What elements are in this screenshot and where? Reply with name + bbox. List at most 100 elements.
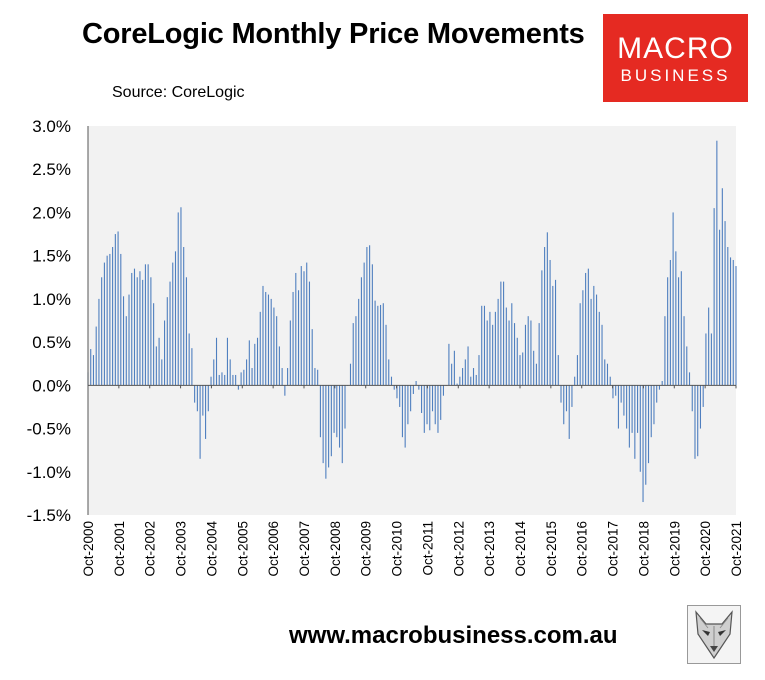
bar xyxy=(106,255,108,386)
bar xyxy=(155,346,157,386)
bar xyxy=(456,383,458,386)
bar xyxy=(174,251,177,386)
bar xyxy=(721,188,723,386)
bar xyxy=(729,257,732,386)
bar xyxy=(262,285,264,386)
macrobusiness-logo[interactable]: MACRO BUSINESS xyxy=(603,14,748,102)
bar xyxy=(207,385,209,412)
bar xyxy=(341,385,343,464)
bar xyxy=(319,385,321,438)
bar xyxy=(478,355,480,386)
x-tick-label: Oct-2008 xyxy=(328,521,343,577)
bar xyxy=(675,251,677,386)
chart-title: CoreLogic Monthly Price Movements xyxy=(82,18,585,50)
bar xyxy=(388,359,390,386)
bar xyxy=(213,359,215,386)
y-tick-label: -1.5% xyxy=(27,506,71,525)
bar xyxy=(112,247,114,386)
bar xyxy=(199,385,201,459)
x-tick-label: Oct-2000 xyxy=(81,521,96,577)
bar xyxy=(259,311,261,386)
bar xyxy=(401,385,403,438)
bar xyxy=(254,343,256,386)
y-tick-label: -0.5% xyxy=(27,420,71,439)
y-tick-label: 2.0% xyxy=(32,203,71,222)
x-tick-label: Oct-2009 xyxy=(359,521,374,577)
bar xyxy=(645,385,647,485)
bar xyxy=(691,385,693,412)
bar xyxy=(150,277,152,386)
bar xyxy=(467,346,469,386)
bar xyxy=(218,374,220,386)
bar xyxy=(587,268,589,386)
bar xyxy=(513,323,516,386)
bar xyxy=(497,298,499,386)
bar xyxy=(606,363,609,386)
bar xyxy=(576,355,578,386)
bar xyxy=(344,385,346,429)
bar xyxy=(628,385,630,448)
y-tick-label: 3.0% xyxy=(32,117,71,136)
y-tick-label: -1.0% xyxy=(27,463,71,482)
bar xyxy=(554,279,557,386)
bar xyxy=(601,324,603,386)
bar xyxy=(453,350,455,386)
bar xyxy=(431,385,434,412)
bar xyxy=(235,374,237,386)
bar xyxy=(333,385,335,433)
bar xyxy=(194,385,196,403)
bar xyxy=(366,247,368,386)
bar xyxy=(702,385,704,407)
website-url[interactable]: www.macrobusiness.com.au xyxy=(289,622,618,649)
bar xyxy=(338,385,341,448)
bar xyxy=(415,381,417,386)
bar xyxy=(172,262,174,386)
bar xyxy=(508,320,510,386)
bar xyxy=(658,385,660,390)
bar xyxy=(429,385,431,431)
x-tick-label: Oct-2007 xyxy=(297,521,312,577)
x-tick-label: Oct-2003 xyxy=(174,521,189,577)
y-tick-label: 0.0% xyxy=(32,376,71,395)
bar xyxy=(727,247,729,386)
bar xyxy=(169,281,171,386)
wolf-logo-icon xyxy=(687,605,741,664)
bar xyxy=(620,385,622,403)
bar xyxy=(349,363,352,386)
bar xyxy=(382,303,384,386)
bar xyxy=(292,291,294,386)
bar xyxy=(303,271,305,386)
x-tick-label: Oct-2006 xyxy=(266,521,281,577)
bar xyxy=(574,376,576,386)
bar xyxy=(355,316,357,386)
bar xyxy=(462,368,464,386)
bar xyxy=(399,385,401,407)
bar xyxy=(336,385,338,438)
bar xyxy=(724,221,726,386)
bar xyxy=(185,277,187,386)
bar xyxy=(549,259,551,386)
bar xyxy=(596,294,598,386)
bar xyxy=(202,385,204,416)
bar xyxy=(136,277,138,386)
bar xyxy=(716,140,718,386)
bar xyxy=(133,268,136,386)
bar xyxy=(385,324,387,386)
bar xyxy=(672,212,674,386)
bar xyxy=(103,262,105,386)
bar xyxy=(284,385,286,396)
bar xyxy=(265,291,267,386)
bar xyxy=(426,385,428,425)
bar xyxy=(511,303,513,386)
bar xyxy=(442,385,444,396)
bar xyxy=(451,363,453,386)
logo-line-2: BUSINESS xyxy=(620,66,731,85)
bar xyxy=(393,385,395,390)
bar xyxy=(232,374,234,386)
bar xyxy=(639,385,641,472)
bar xyxy=(164,320,166,386)
bar xyxy=(489,311,491,386)
bar xyxy=(637,385,639,433)
bar xyxy=(177,212,179,386)
bar xyxy=(322,385,324,464)
